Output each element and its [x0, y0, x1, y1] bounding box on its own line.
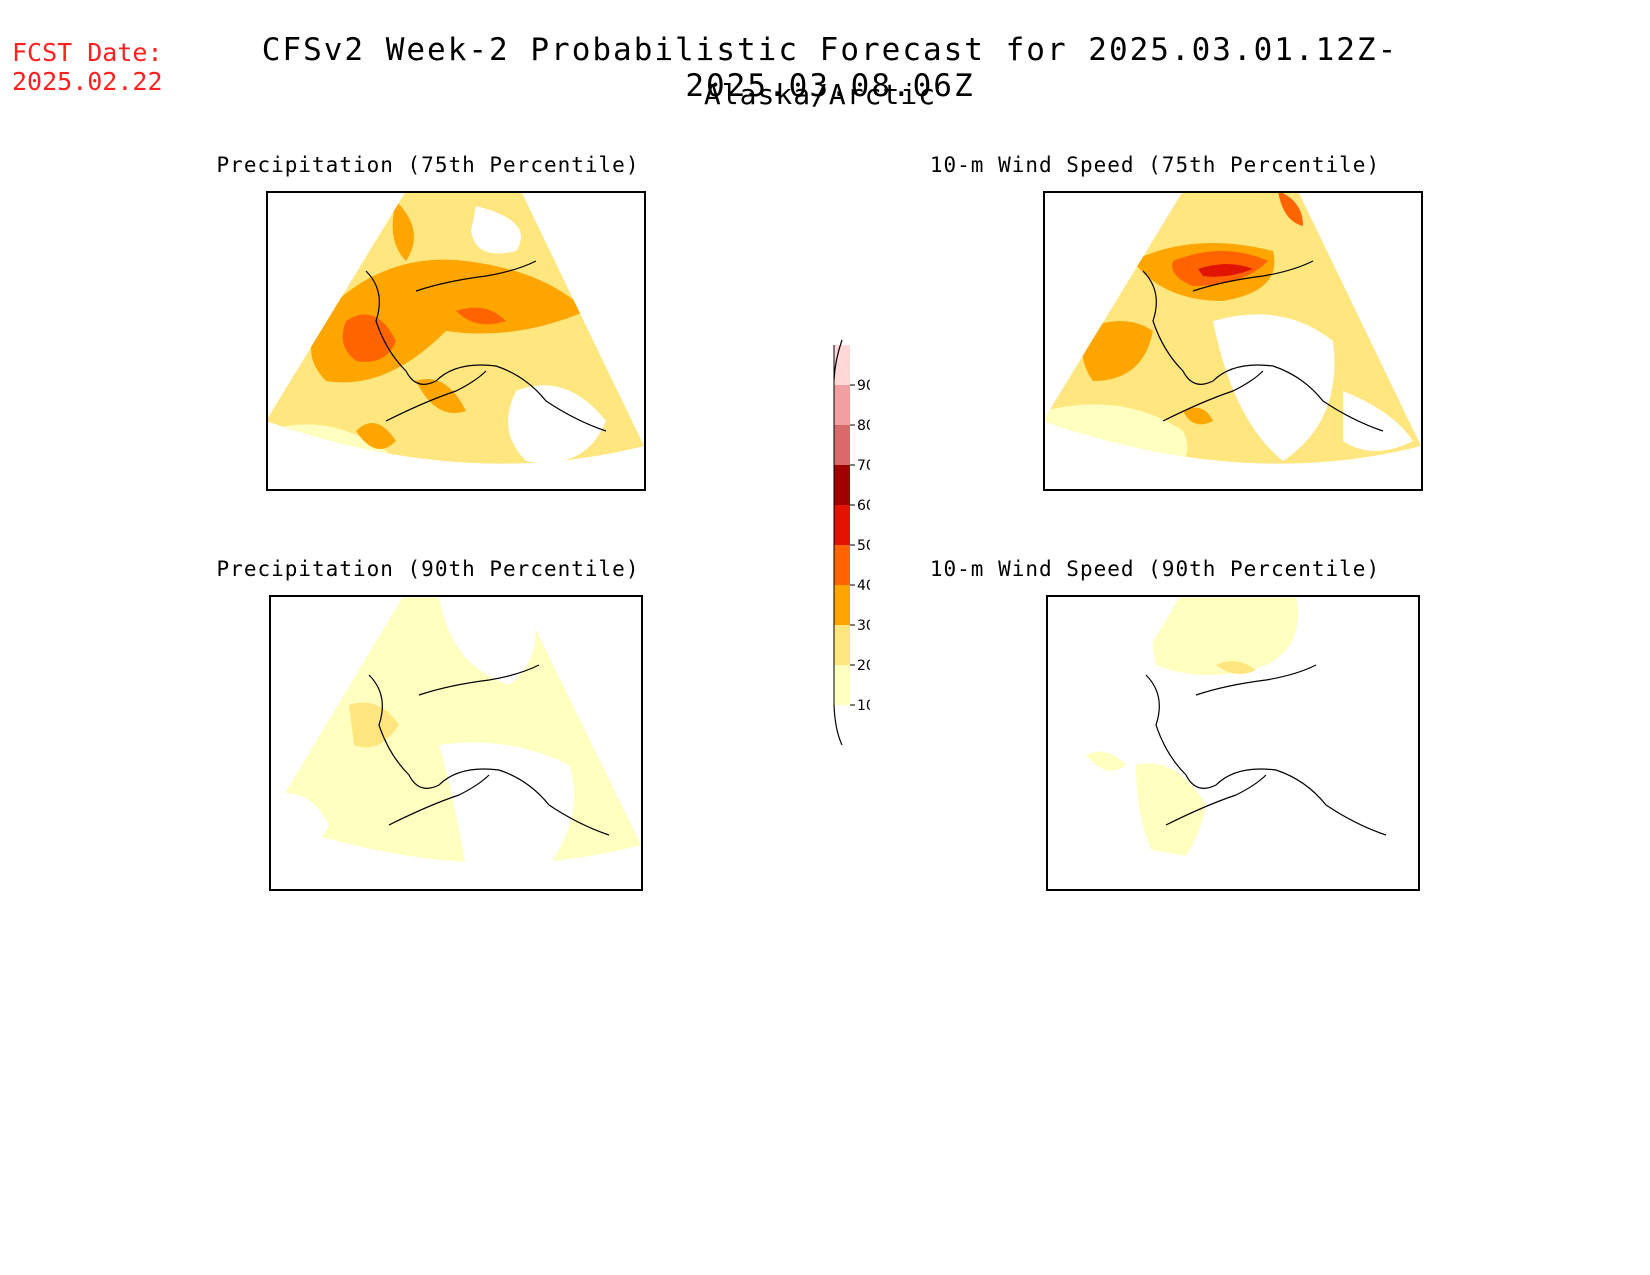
page-title: CFSv2 Week-2 Probabilistic Forecast for … — [261, 32, 1399, 104]
panel-title-precip75: Precipitation (75th Percentile) — [216, 153, 640, 177]
colorbar-box-40 — [834, 545, 850, 585]
colorbar-label-60: 60 — [857, 498, 870, 514]
colorbar-box-70 — [834, 425, 850, 465]
panel-frame — [1046, 595, 1420, 891]
colorbar-box-10 — [834, 665, 850, 705]
colorbar-box-30 — [834, 585, 850, 625]
colorbar-box-80 — [834, 385, 850, 425]
coastline — [365, 260, 607, 432]
colorbar-label-70: 70 — [857, 458, 870, 474]
colorbar-label-50: 50 — [857, 538, 870, 554]
panel-frame — [269, 595, 643, 891]
colorbar-label-90: 90 — [857, 378, 870, 394]
panel-title-precip90: Precipitation (90th Percentile) — [216, 557, 640, 581]
coastline — [368, 664, 610, 836]
colorbar-label-30: 30 — [857, 618, 870, 634]
forecast-date: FCST Date: 2025.02.22 — [12, 38, 163, 96]
colorbar-box-90 — [834, 345, 850, 385]
forecast-date-value: 2025.02.22 — [12, 67, 163, 96]
probability-shading — [1043, 191, 1421, 464]
probability-shading — [1046, 595, 1418, 864]
colorbar-box-60 — [834, 465, 850, 505]
probability-shading — [269, 595, 641, 864]
panel-title-wind90: 10-m Wind Speed (90th Percentile) — [929, 557, 1381, 581]
panel-title-wind75: 10-m Wind Speed (75th Percentile) — [929, 153, 1381, 177]
panel-frame — [1043, 191, 1423, 491]
colorbar-top-cap — [833, 339, 843, 381]
probability-shading — [266, 191, 644, 464]
coastline — [1142, 260, 1384, 432]
panel-frame — [266, 191, 646, 491]
colorbar: 10 20 30 40 50 60 70 80 90 — [833, 339, 870, 746]
colorbar-label-20: 20 — [857, 658, 870, 674]
map-panel-precip90 — [269, 595, 643, 891]
map-panel-wind75 — [1043, 191, 1423, 491]
map-panel-wind90 — [1046, 595, 1420, 891]
colorbar-label-40: 40 — [857, 578, 870, 594]
colorbar-label-10: 10 — [857, 698, 870, 714]
colorbar-box-50 — [834, 505, 850, 545]
map-panel-precip75 — [266, 191, 646, 491]
colorbar-box-20 — [834, 625, 850, 665]
page-subtitle: Alaska/Arctic — [703, 78, 937, 111]
colorbar-label-80: 80 — [857, 418, 870, 434]
colorbar-bottom-cap — [833, 704, 843, 746]
coastline — [1145, 664, 1387, 836]
forecast-date-label: FCST Date: — [12, 38, 163, 67]
